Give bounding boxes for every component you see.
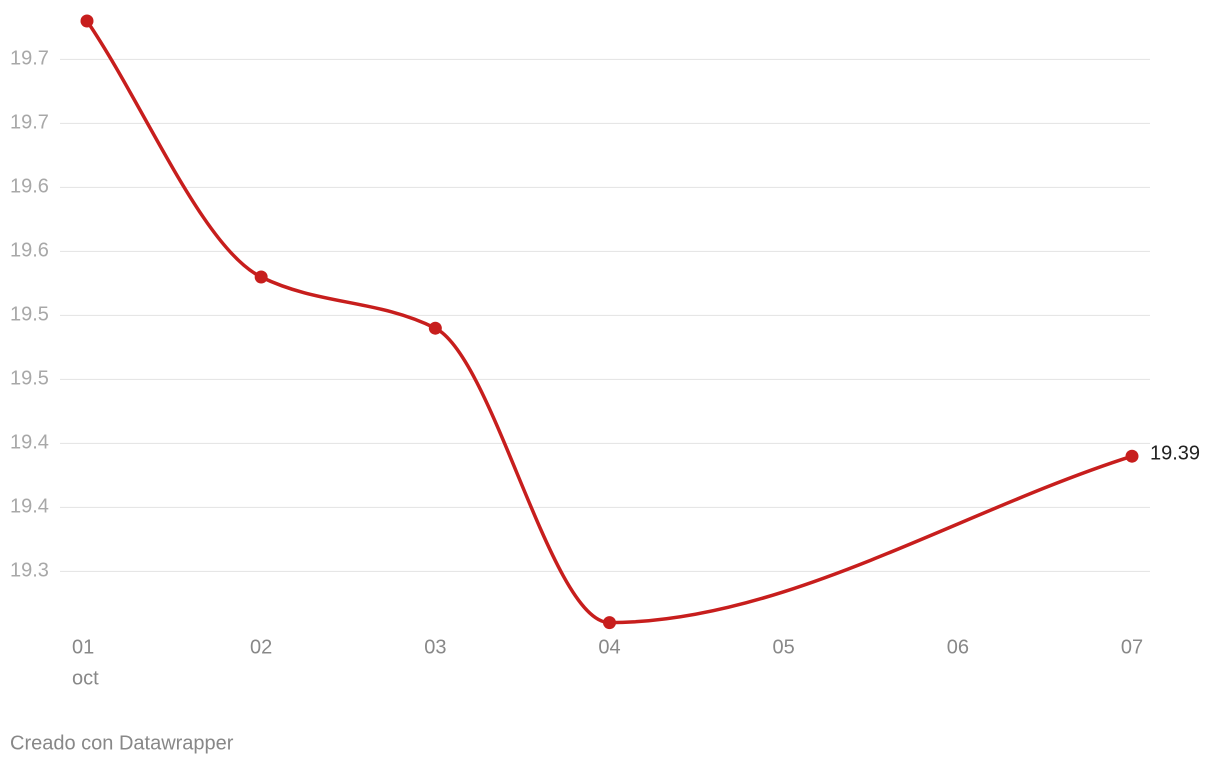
point [80, 14, 94, 28]
x-tick-label: 05 [773, 636, 795, 658]
line [85, 20, 1133, 625]
y-tick-label: 19.5 [10, 304, 49, 326]
y-tick-label: 19.6 [10, 240, 49, 262]
x-tick-label: 01 [72, 636, 94, 658]
point [254, 270, 268, 284]
x-month-label: oct [72, 667, 99, 689]
x-tick-label: 06 [947, 636, 969, 658]
value-label: 19.39 [1150, 442, 1200, 464]
y-tick-label: 19.6 [10, 176, 49, 198]
x-tick-label: 04 [598, 636, 620, 658]
y-tick-label: 19.7 [10, 112, 49, 134]
point [1125, 449, 1139, 463]
y-tick-label: 19.4 [10, 496, 49, 518]
y-tick-label: 19.5 [10, 368, 49, 390]
x-tick-label: 07 [1121, 636, 1143, 658]
x-tick-label: 02 [250, 636, 272, 658]
credit: Creado con Datawrapper [10, 732, 234, 754]
y-tick-label: 19.7 [10, 48, 49, 70]
x-tick-label: 03 [424, 636, 446, 658]
y-tick-label: 19.3 [10, 560, 49, 582]
point [603, 616, 616, 630]
point [428, 321, 442, 335]
y-tick-label: 19.4 [10, 432, 49, 454]
